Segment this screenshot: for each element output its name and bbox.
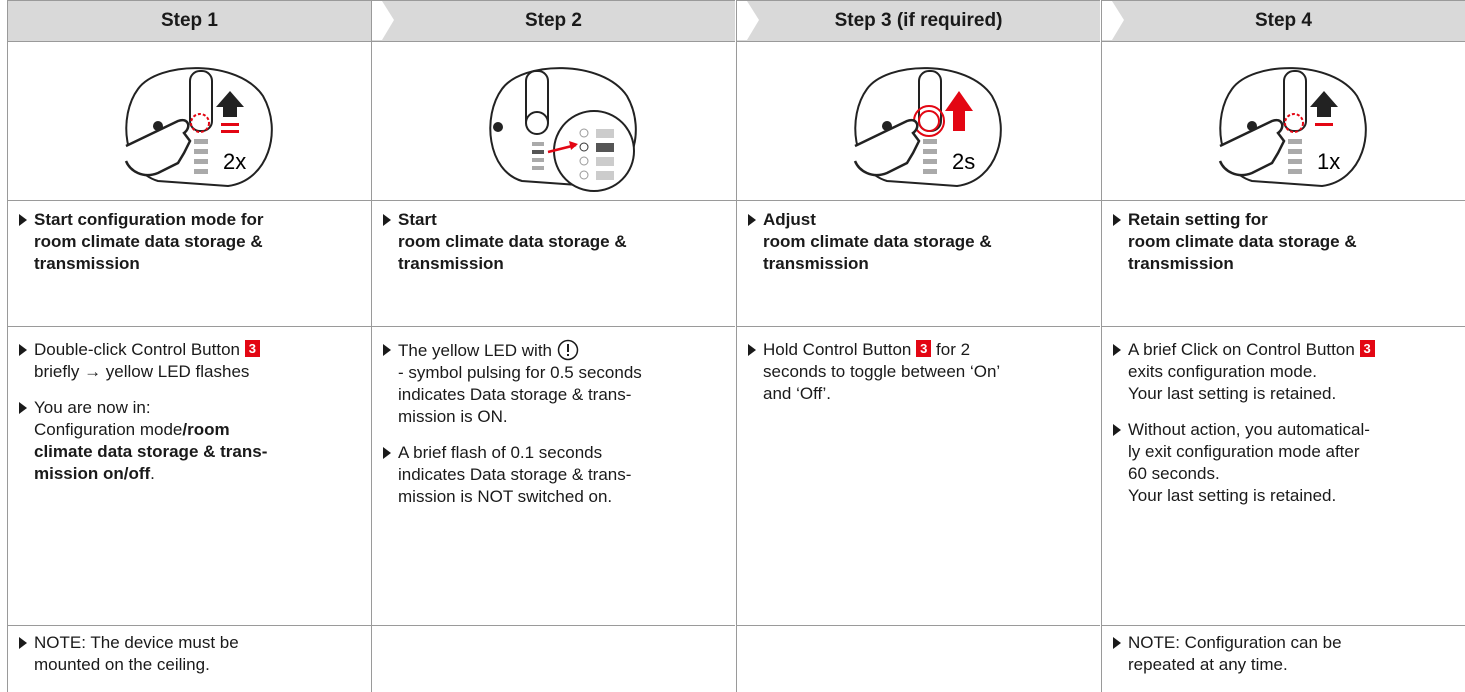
- step-column: Step 1 2x Start configuration mode for r…: [7, 0, 372, 692]
- paragraph: Without action, you automatical- ly exit…: [1112, 419, 1457, 507]
- text: Double-click Control Button: [34, 340, 245, 359]
- text: .: [150, 464, 155, 483]
- badge: 3: [244, 340, 260, 357]
- description-cell: The yellow LED with - symbol pulsing for…: [372, 327, 735, 626]
- text: A brief flash of 0.1 seconds indicates D…: [398, 443, 632, 506]
- description-cell: Double-click Control Button 3 briefly → …: [8, 327, 371, 626]
- bold-text: /room climate data storage & trans- miss…: [34, 420, 268, 483]
- title: Adjust room climate data storage & trans…: [747, 209, 1092, 275]
- title-cell: Adjust room climate data storage & trans…: [737, 201, 1100, 327]
- chevron: [372, 1, 394, 40]
- note: NOTE: Configuration can be repeated at a…: [1112, 632, 1457, 676]
- note-cell: NOTE: Configuration can be repeated at a…: [1102, 626, 1465, 692]
- title: Start configuration mode for room climat…: [18, 209, 363, 275]
- title: Retain setting for room climate data sto…: [1112, 209, 1457, 275]
- paragraph: A brief flash of 0.1 seconds indicates D…: [382, 442, 727, 508]
- text: The yellow LED with: [398, 341, 557, 360]
- paragraph: The yellow LED with - symbol pulsing for…: [382, 339, 727, 428]
- step-header: Step 4: [1102, 0, 1465, 42]
- note-cell: NOTE: The device must be mounted on the …: [8, 626, 371, 692]
- title-cell: Start room climate data storage & transm…: [372, 201, 735, 327]
- illustration: 1x: [1102, 67, 1465, 201]
- paragraph: Hold Control Button 3 for 2 seconds to t…: [747, 339, 1092, 405]
- step-column: Step 4 1x Retain setting for room climat…: [1101, 0, 1465, 692]
- illustration: [372, 67, 736, 201]
- title-cell: Retain setting for room climate data sto…: [1102, 201, 1465, 327]
- description-cell: Hold Control Button 3 for 2 seconds to t…: [737, 327, 1100, 626]
- description-cell: A brief Click on Control Button 3 exits …: [1102, 327, 1465, 626]
- title-cell: Start configuration mode for room climat…: [8, 201, 371, 327]
- icon-label: 1x: [1317, 149, 1340, 174]
- text: for 2 seconds to toggle between ‘On’ and…: [763, 340, 1001, 403]
- paragraph: Double-click Control Button 3 briefly → …: [18, 339, 363, 383]
- title: Start room climate data storage & transm…: [382, 209, 727, 275]
- icon-label: 2s: [952, 149, 975, 174]
- icon-label: 2x: [223, 149, 246, 174]
- chevron: [737, 1, 759, 40]
- text: Hold Control Button: [763, 340, 917, 359]
- text: You are now in: Configuration mode: [34, 398, 183, 439]
- illustration: 2s: [737, 67, 1101, 201]
- illustration: 2x: [8, 67, 372, 201]
- note: NOTE: The device must be mounted on the …: [18, 632, 363, 676]
- text: exits configuration mode. Your last sett…: [1128, 362, 1337, 403]
- step-column: Step 2 Start room climate data storage &…: [371, 0, 736, 692]
- paragraph: A brief Click on Control Button 3 exits …: [1112, 339, 1457, 405]
- text: - symbol pulsing for 0.5 seconds indicat…: [398, 363, 642, 426]
- step-header: Step 1: [8, 0, 371, 42]
- badge: 3: [1359, 340, 1375, 357]
- step-header: Step 3 (if required): [737, 0, 1100, 42]
- step-header: Step 2: [372, 0, 735, 42]
- chevron: [1102, 1, 1124, 40]
- text: Without action, you automatical- ly exit…: [1128, 420, 1370, 505]
- text: A brief Click on Control Button: [1128, 340, 1360, 359]
- step-column: Step 3 (if required) 2s Adjust room clim…: [736, 0, 1101, 692]
- badge: 3: [916, 340, 932, 357]
- paragraph: You are now in: Configuration mode/room …: [18, 397, 363, 485]
- alert-icon: [557, 339, 578, 361]
- text: briefly → yellow LED flashes: [34, 362, 250, 381]
